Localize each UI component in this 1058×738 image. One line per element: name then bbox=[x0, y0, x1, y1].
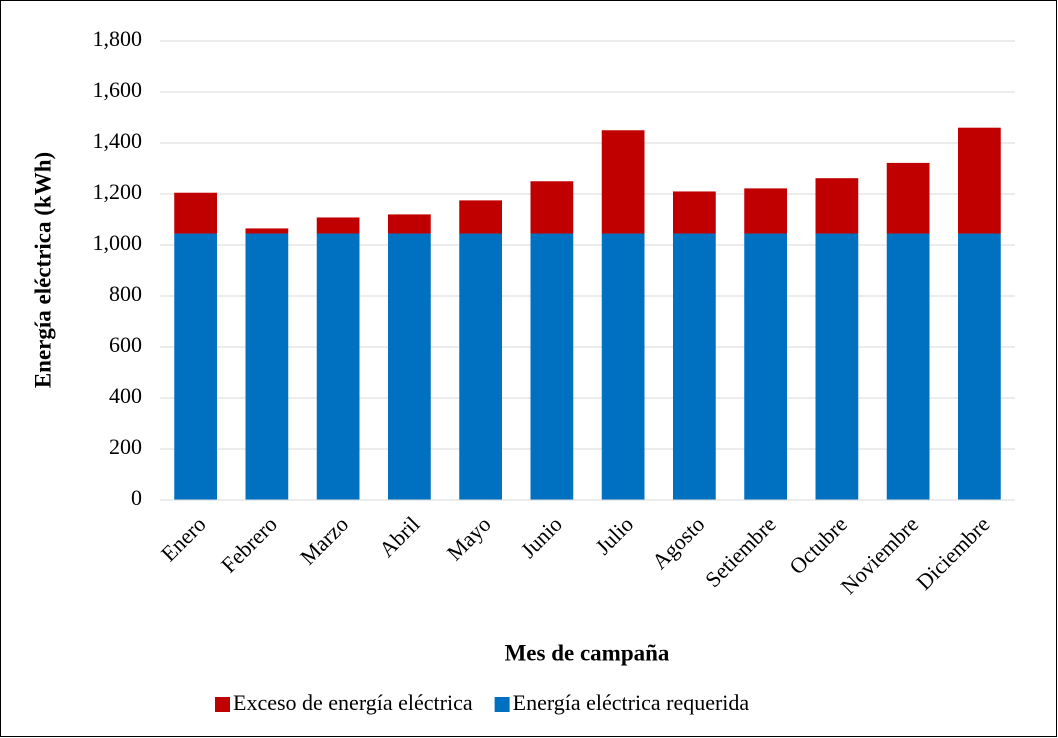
bar-segment bbox=[886, 162, 930, 234]
bar-segment bbox=[459, 200, 502, 234]
y-tick-label: 400 bbox=[109, 383, 142, 408]
y-tick-label: 1,000 bbox=[93, 230, 143, 255]
y-tick-label: 1,600 bbox=[93, 77, 143, 102]
bar-segment bbox=[815, 233, 859, 500]
bar-segment bbox=[958, 233, 1001, 500]
bar-segment bbox=[388, 214, 431, 234]
bar-segment bbox=[316, 217, 360, 234]
bar-segment bbox=[958, 127, 1001, 234]
y-tick-label: 800 bbox=[109, 281, 142, 306]
bar-segment bbox=[601, 130, 645, 234]
bar-segment bbox=[673, 233, 716, 500]
bar-segment bbox=[673, 191, 716, 234]
y-tick-label: 0 bbox=[131, 485, 142, 510]
y-tick-label: 1,800 bbox=[93, 26, 143, 51]
x-axis-title: Mes de campaña bbox=[505, 640, 670, 665]
bar-segment bbox=[601, 233, 645, 500]
bar-segment bbox=[388, 233, 431, 500]
bar-segment bbox=[530, 181, 574, 234]
bar-segment bbox=[174, 192, 217, 234]
y-tick-label: 1,400 bbox=[93, 128, 143, 153]
bar-segment bbox=[886, 233, 930, 500]
bar-segment bbox=[744, 233, 787, 500]
bar-segment bbox=[744, 188, 787, 234]
bar-segment bbox=[245, 233, 289, 500]
bar-segment bbox=[530, 233, 574, 500]
bar-segment bbox=[316, 233, 360, 500]
bar-segment bbox=[815, 178, 859, 234]
y-tick-label: 600 bbox=[109, 332, 142, 357]
y-axis-title: Energía eléctrica (kWh) bbox=[30, 152, 55, 388]
y-tick-label: 1,200 bbox=[93, 179, 143, 204]
bar-segment bbox=[459, 233, 502, 500]
bar-segment bbox=[245, 228, 289, 234]
bar-segment bbox=[174, 233, 217, 500]
legend-label: Energía eléctrica requerida bbox=[513, 690, 750, 715]
legend-label: Exceso de energía eléctrica bbox=[233, 690, 473, 715]
y-tick-label: 200 bbox=[109, 434, 142, 459]
legend-swatch bbox=[494, 697, 510, 712]
legend-swatch bbox=[215, 697, 230, 712]
